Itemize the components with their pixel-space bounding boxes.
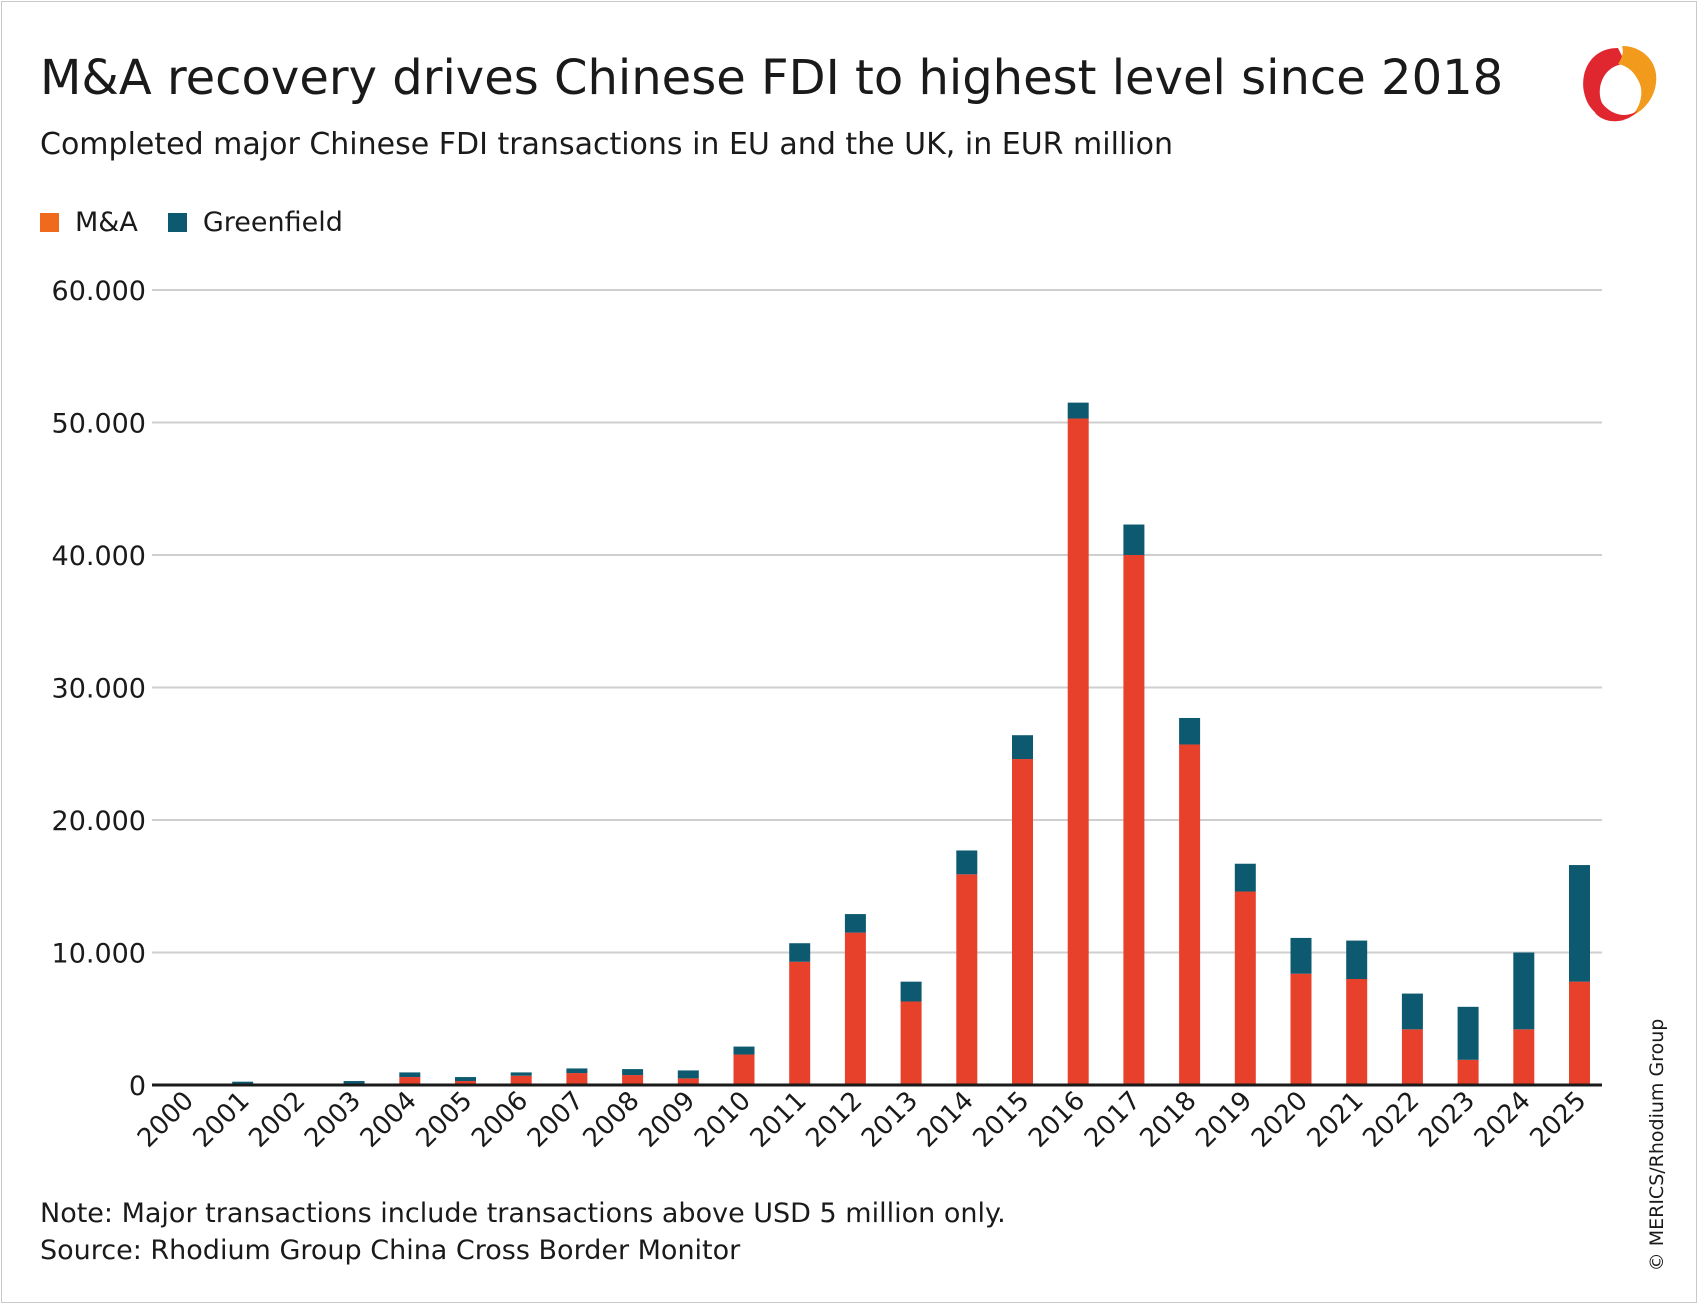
bar-ma-2013	[900, 1001, 922, 1085]
bar-greenfield-2019	[1234, 863, 1256, 892]
bar-greenfield-2025	[1569, 865, 1590, 982]
bar-greenfield-2020	[1290, 937, 1312, 974]
bar-ma-2020	[1290, 973, 1312, 1085]
bar-greenfield-2011	[789, 943, 811, 962]
x-tick-label: 2002	[243, 1086, 311, 1154]
bar-greenfield-2008	[622, 1069, 644, 1076]
legend-item-ma: M&A	[40, 207, 138, 238]
x-tick-label: 2025	[1524, 1086, 1592, 1154]
y-tick-label: 30.000	[52, 674, 146, 705]
bar-greenfield-2024	[1513, 952, 1535, 1030]
x-tick-label: 2018	[1135, 1086, 1203, 1154]
bar-ma-2022	[1401, 1029, 1423, 1085]
x-tick-label: 2010	[689, 1086, 757, 1154]
chart-title: M&A recovery drives Chinese FDI to highe…	[40, 50, 1504, 106]
x-tick-label: 2019	[1190, 1086, 1258, 1154]
x-tick-label: 2009	[633, 1086, 701, 1154]
bar-ma-2024	[1513, 1029, 1535, 1085]
legend-item-greenfield: Greenfield	[167, 207, 343, 238]
bar-ma-2015	[1012, 759, 1033, 1085]
y-tick-label: 20.000	[52, 806, 146, 837]
chart-legend: M&A Greenfield	[40, 207, 373, 238]
bar-ma-2009	[677, 1078, 699, 1085]
bar-greenfield-2018	[1179, 717, 1201, 745]
y-tick-label: 50.000	[52, 409, 146, 440]
bar-greenfield-2023	[1457, 1006, 1479, 1060]
x-tick-label: 2012	[800, 1086, 868, 1154]
bar-greenfield-2021	[1346, 940, 1368, 979]
x-tick-label: 2015	[967, 1086, 1035, 1154]
bar-ma-2019	[1234, 891, 1256, 1085]
x-tick-label: 2006	[466, 1086, 534, 1154]
y-tick-label: 10.000	[52, 939, 146, 970]
bar-ma-2006	[510, 1075, 532, 1085]
bar-greenfield-2022	[1401, 993, 1423, 1030]
x-tick-label: 2003	[299, 1086, 367, 1154]
bar-greenfield-2017	[1123, 524, 1145, 555]
bar-ma-2023	[1457, 1059, 1479, 1085]
bar-greenfield-2010	[733, 1046, 755, 1055]
bar-ma-2018	[1179, 744, 1201, 1085]
x-tick-label: 2011	[745, 1086, 813, 1154]
merics-logo-icon	[1583, 46, 1657, 122]
bar-greenfield-2001	[232, 1081, 254, 1085]
bar-greenfield-2013	[900, 981, 922, 1002]
x-tick-label: 2022	[1357, 1086, 1425, 1154]
bar-ma-2005	[455, 1081, 476, 1085]
bar-greenfield-2003	[343, 1081, 365, 1085]
bar-greenfield-2009	[677, 1070, 699, 1079]
bar-greenfield-2005	[455, 1077, 476, 1082]
x-tick-label: 2014	[912, 1086, 980, 1154]
x-tick-label: 2005	[410, 1086, 478, 1154]
footer-source: Source: Rhodium Group China Cross Border…	[40, 1235, 741, 1266]
bar-greenfield-2014	[956, 850, 978, 875]
x-tick-label: 2004	[355, 1086, 423, 1154]
bar-ma-2008	[622, 1075, 644, 1085]
bar-ma-2025	[1569, 981, 1590, 1085]
x-tick-label: 2008	[578, 1086, 646, 1154]
bar-ma-2011	[789, 961, 811, 1085]
x-tick-label: 2013	[856, 1086, 924, 1154]
bar-ma-2010	[733, 1054, 755, 1085]
y-tick-label: 60.000	[52, 276, 146, 307]
bar-greenfield-2016	[1067, 402, 1089, 419]
x-tick-label: 2007	[522, 1086, 590, 1154]
bar-ma-2007	[566, 1073, 588, 1085]
x-tick-label: 2017	[1079, 1086, 1147, 1154]
bar-ma-2014	[956, 874, 978, 1085]
x-tick-label: 2016	[1023, 1086, 1091, 1154]
x-tick-label: 2024	[1469, 1086, 1537, 1154]
x-tick-label: 2023	[1413, 1086, 1481, 1154]
bar-greenfield-2004	[399, 1072, 421, 1078]
y-tick-label: 40.000	[52, 541, 146, 572]
chart-subtitle: Completed major Chinese FDI transactions…	[40, 127, 1173, 162]
bar-greenfield-2007	[566, 1068, 588, 1074]
bar-greenfield-2015	[1012, 735, 1033, 760]
bar-ma-2004	[399, 1077, 421, 1085]
y-tick-label: 0	[129, 1071, 146, 1102]
bar-ma-2016	[1067, 418, 1089, 1085]
bar-ma-2017	[1123, 555, 1145, 1085]
legend-label-ma: M&A	[75, 207, 138, 238]
bar-greenfield-2012	[844, 914, 866, 933]
x-tick-label: 2001	[188, 1086, 256, 1154]
legend-swatch-ma	[40, 213, 59, 232]
x-tick-label: 2021	[1302, 1086, 1370, 1154]
footer-note: Note: Major transactions include transac…	[40, 1198, 1006, 1229]
bar-ma-2021	[1346, 979, 1368, 1085]
copyright-label: © MERICS/Rhodium Group	[1646, 1018, 1668, 1272]
bar-ma-2012	[844, 932, 866, 1085]
bar-greenfield-2006	[510, 1072, 532, 1076]
legend-label-greenfield: Greenfield	[202, 207, 343, 238]
x-tick-label: 2020	[1246, 1086, 1314, 1154]
legend-swatch-greenfield	[167, 213, 187, 232]
